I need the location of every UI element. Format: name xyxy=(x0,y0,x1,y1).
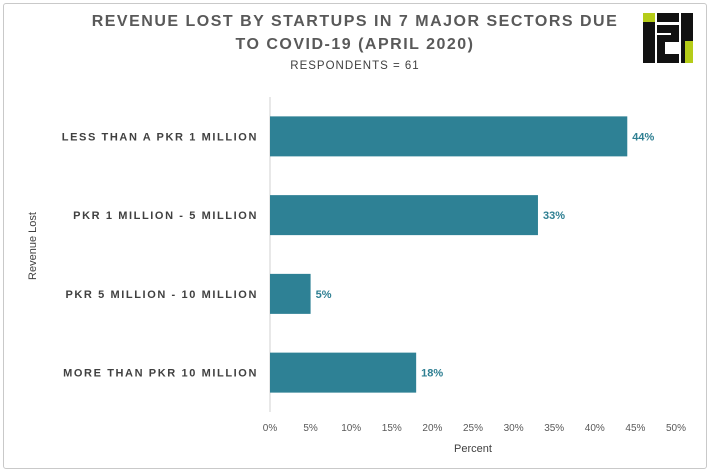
chart-title: REVENUE LOST BY STARTUPS IN 7 MAJOR SECT… xyxy=(91,13,619,53)
bar xyxy=(270,273,311,314)
data-label: 18% xyxy=(421,368,443,380)
category-label: PKR 1 MILLION - 5 MILLION xyxy=(73,210,258,222)
data-label: 5% xyxy=(316,289,332,301)
data-label: 44% xyxy=(632,131,654,143)
x-tick-label: 30% xyxy=(504,423,524,434)
x-tick-label: 40% xyxy=(585,423,605,434)
bar xyxy=(270,116,628,157)
x-tick-label: 10% xyxy=(341,423,361,434)
x-tick-label: 5% xyxy=(303,423,318,434)
x-axis-title: Percent xyxy=(454,443,492,455)
x-tick-label: 0% xyxy=(263,423,278,434)
i2i-logo xyxy=(641,11,695,65)
category-label: LESS THAN A PKR 1 MILLION xyxy=(62,131,258,143)
x-tick-label: 35% xyxy=(544,423,564,434)
bar xyxy=(270,195,538,236)
x-tick-label: 25% xyxy=(463,423,483,434)
category-label: MORE THAN PKR 10 MILLION xyxy=(63,368,258,380)
x-tick-label: 50% xyxy=(666,423,686,434)
x-tick-label: 20% xyxy=(422,423,442,434)
data-label: 33% xyxy=(543,210,565,222)
x-tick-label: 45% xyxy=(625,423,645,434)
x-tick-label: 15% xyxy=(382,423,402,434)
category-label: PKR 5 MILLION - 10 MILLION xyxy=(65,289,258,301)
chart-subtitle: RESPONDENTS = 61 xyxy=(290,60,420,72)
bar xyxy=(270,352,417,393)
plot-area: LESS THAN A PKR 1 MILLION 44% PKR 1 MILLIO… xyxy=(62,97,686,434)
y-axis-title: Revenue Lost xyxy=(27,212,39,280)
